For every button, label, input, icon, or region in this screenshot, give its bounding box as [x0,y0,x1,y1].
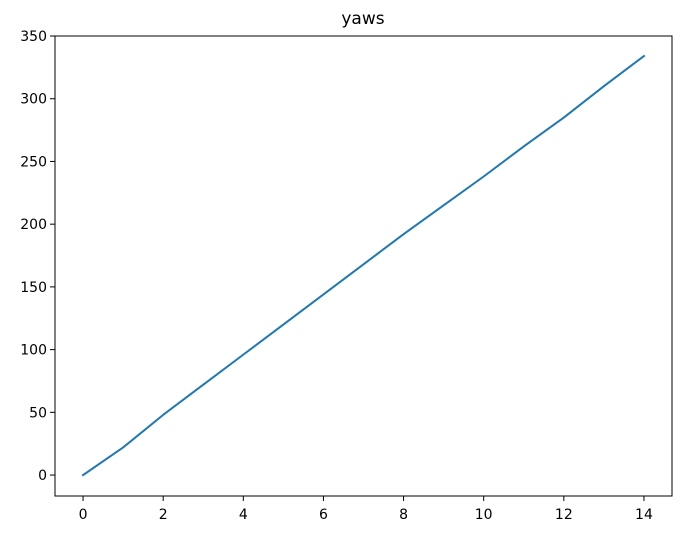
plot-lines [81,54,646,477]
x-tick-label: 8 [399,507,408,523]
y-tick-label: 0 [38,468,47,484]
series-line [81,54,646,477]
chart-title: yaws [341,9,384,29]
x-tick-label: 12 [555,507,573,523]
plot-frame [54,35,673,497]
y-tick-label: 200 [20,217,47,233]
y-tick-label: 350 [20,29,47,45]
x-tick-label: 2 [159,507,168,523]
y-tick-label: 250 [20,154,47,170]
x-tick-label: 6 [319,507,328,523]
x-tick-label: 14 [635,507,653,523]
x-axis: 0 2 4 6 8 10 12 14 [79,496,653,523]
y-tick-label: 100 [20,343,47,359]
y-axis: 0 50 100 150 200 250 300 350 [20,29,55,484]
x-tick-label: 4 [239,507,248,523]
y-tick-label: 300 [20,92,47,108]
y-tick-label: 150 [20,280,47,296]
x-tick-label: 10 [475,507,493,523]
x-tick-label: 0 [79,507,88,523]
y-tick-label: 50 [29,405,47,421]
